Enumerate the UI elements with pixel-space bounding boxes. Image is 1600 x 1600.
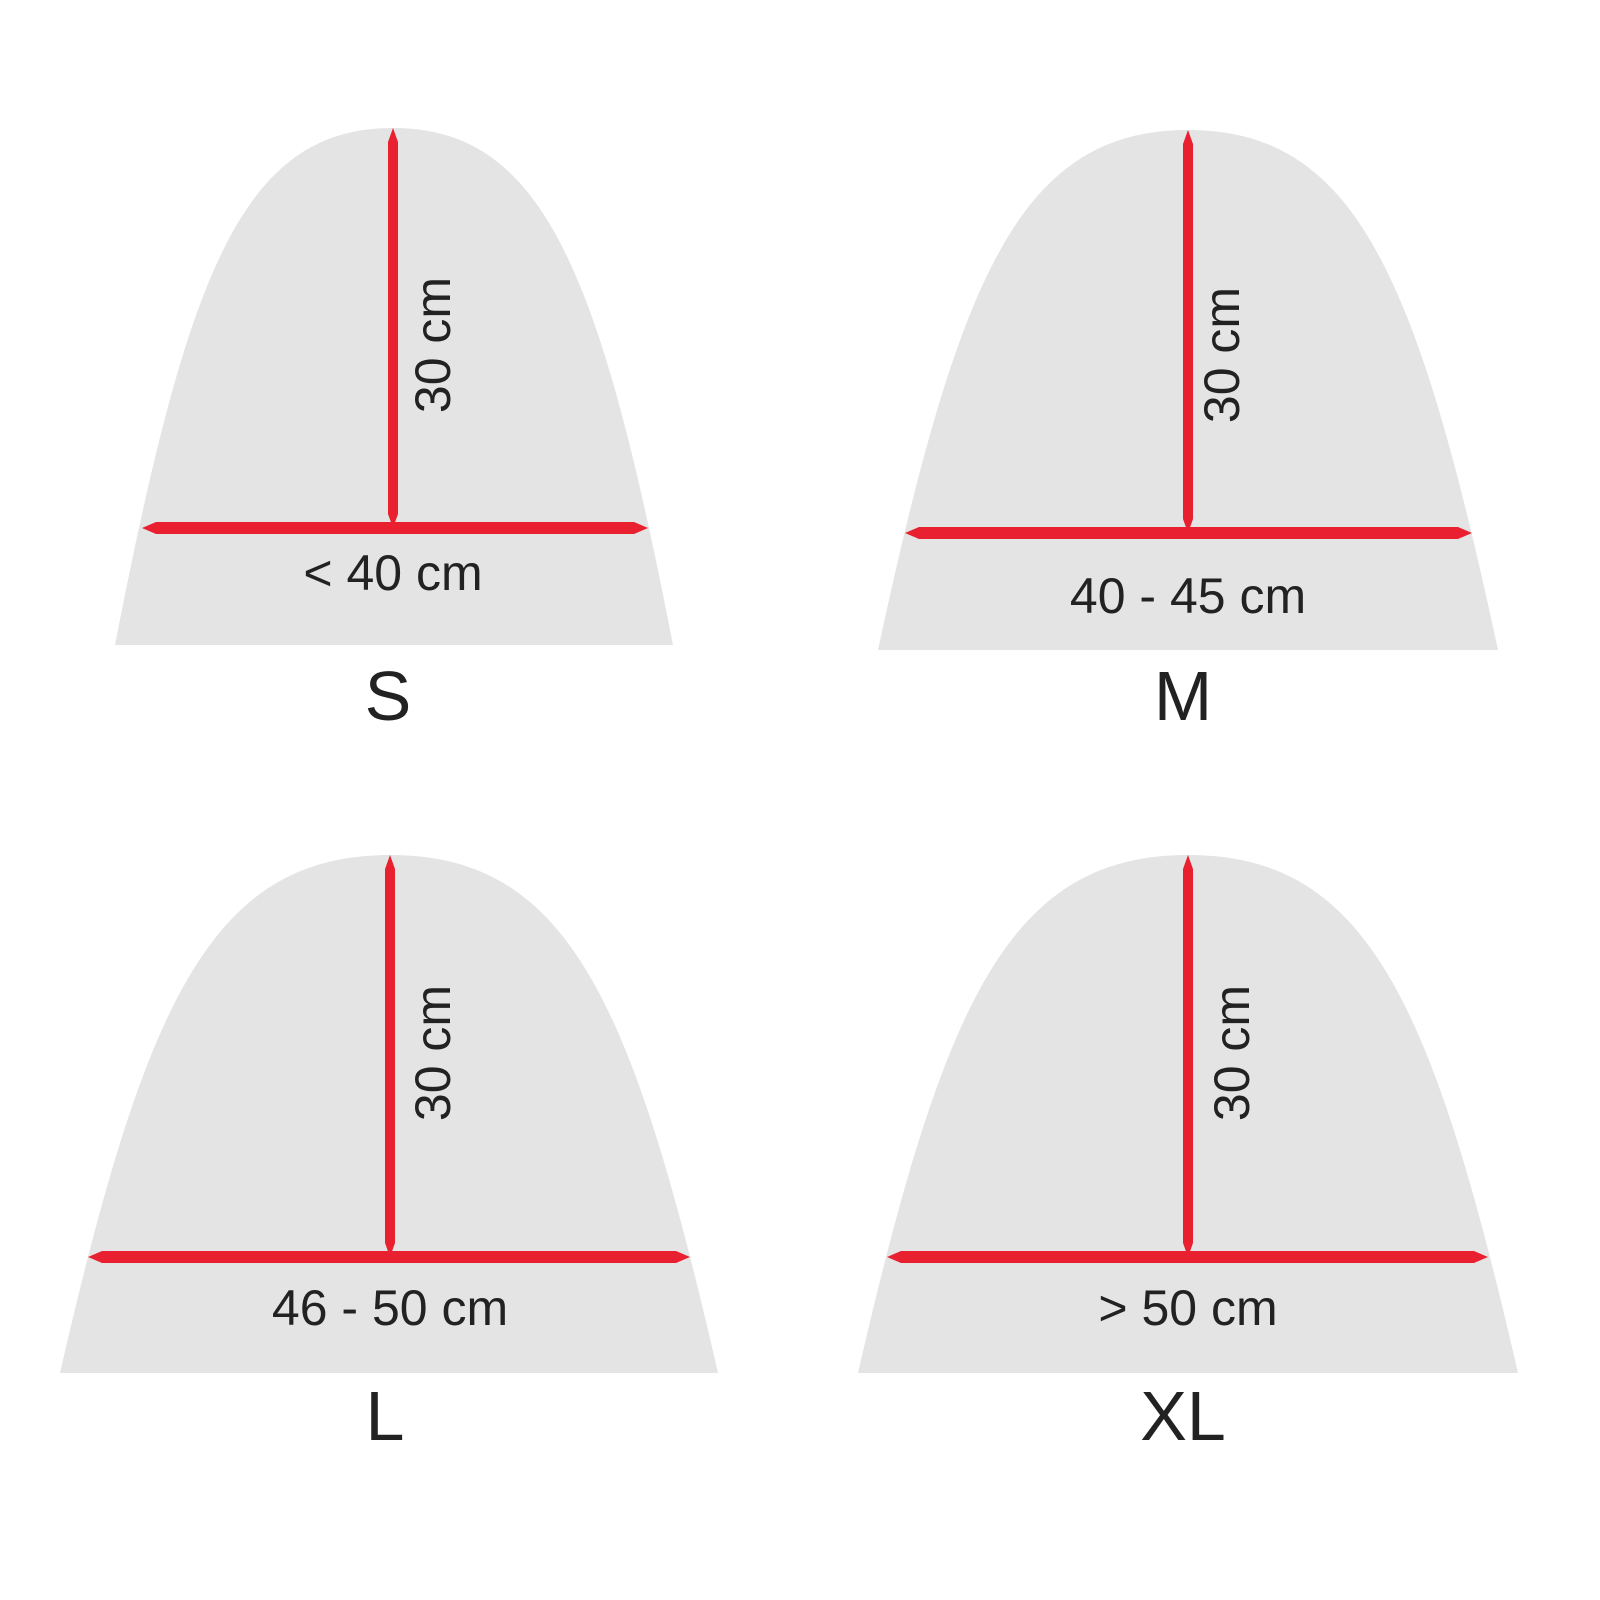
height-measure-line [1183,130,1193,533]
size-label: XL [1140,1377,1226,1455]
width-measure-line [905,527,1472,539]
width-measure-line [142,522,648,534]
size-label: L [366,1377,405,1455]
height-measure-line [388,128,398,528]
size-diagram-m: 30 cm 40 - 45 cm M [878,130,1498,735]
height-measure-line [385,855,395,1257]
height-measure-line [1183,855,1193,1257]
width-label: < 40 cm [303,545,482,601]
size-label: S [365,657,412,735]
height-label: 30 cm [1204,985,1260,1121]
width-measure-line [887,1251,1488,1263]
height-label: 30 cm [1194,287,1250,423]
size-diagram-xl: 30 cm > 50 cm XL [858,855,1518,1455]
width-measure-line [88,1251,690,1263]
size-diagram-l: 30 cm 46 - 50 cm L [60,855,718,1455]
width-label: 40 - 45 cm [1070,568,1306,624]
height-label: 30 cm [405,277,461,413]
width-label: > 50 cm [1098,1280,1277,1336]
size-label: M [1154,657,1212,735]
width-label: 46 - 50 cm [272,1280,508,1336]
height-label: 30 cm [405,985,461,1121]
size-diagram-s: 30 cm < 40 cm S [115,128,673,735]
